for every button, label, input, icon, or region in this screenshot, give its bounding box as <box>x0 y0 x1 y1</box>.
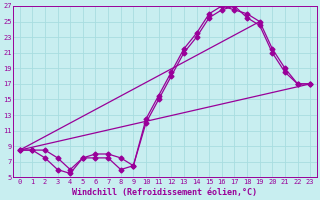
X-axis label: Windchill (Refroidissement éolien,°C): Windchill (Refroidissement éolien,°C) <box>72 188 258 197</box>
